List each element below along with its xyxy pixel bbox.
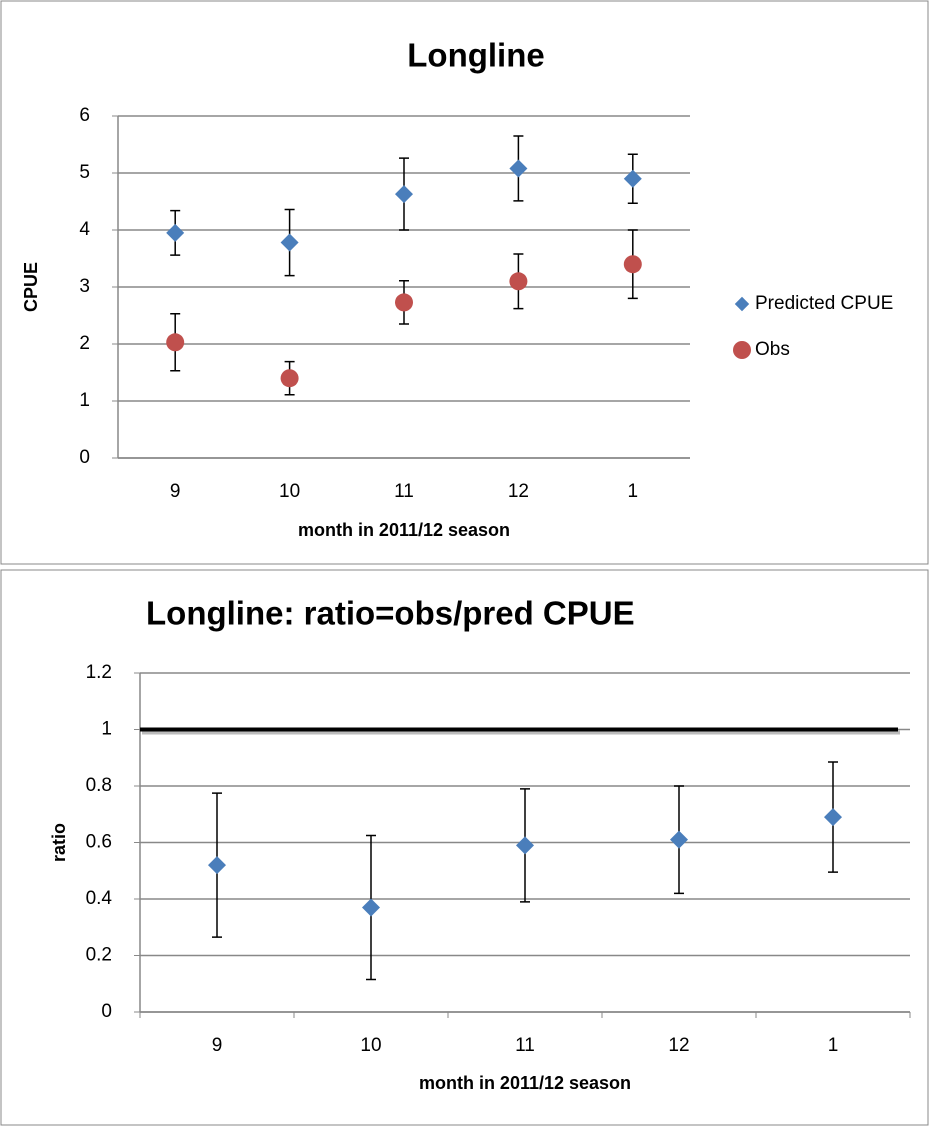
- y-tick-label: 0.8: [86, 775, 112, 796]
- y-axis-title: CPUE: [21, 262, 41, 312]
- x-tick-label: 9: [212, 1035, 223, 1056]
- point: [280, 369, 299, 388]
- y-tick-label: 3: [79, 276, 90, 297]
- legend-label: Predicted CPUE: [755, 293, 893, 314]
- point: [395, 185, 413, 204]
- y-tick-label: 1: [101, 719, 112, 740]
- point: [362, 898, 380, 917]
- point: [509, 272, 528, 291]
- y-tick-label: 0.4: [86, 888, 113, 909]
- point: [280, 233, 299, 252]
- chart-frame: [0, 569, 929, 1126]
- point: [623, 255, 642, 274]
- x-tick-label: 11: [515, 1035, 535, 1056]
- point: [166, 223, 185, 242]
- x-tick-label: 9: [170, 481, 181, 502]
- point: [824, 808, 842, 827]
- point: [395, 293, 413, 312]
- point: [670, 830, 688, 849]
- point: [509, 159, 528, 178]
- y-axis-title: ratio: [49, 823, 69, 862]
- y-tick-label: 0: [101, 1001, 112, 1022]
- y-tick-label: 6: [79, 105, 90, 126]
- y-tick-label: 5: [79, 162, 90, 183]
- x-tick-label: 12: [508, 481, 529, 502]
- x-tick-label: 1: [628, 481, 639, 502]
- point: [516, 836, 534, 855]
- y-tick-label: 0.2: [86, 945, 112, 966]
- legend-marker: [734, 296, 750, 312]
- y-tick-label: 1: [79, 390, 90, 411]
- point: [208, 856, 226, 875]
- chart-frame: [0, 0, 929, 565]
- x-tick-label: 11: [394, 481, 414, 502]
- x-tick-label: 1: [828, 1035, 839, 1056]
- x-axis-title: month in 2011/12 season: [298, 520, 510, 540]
- x-tick-label: 10: [279, 481, 300, 502]
- x-tick-label: 10: [360, 1035, 381, 1056]
- y-tick-label: 2: [79, 333, 90, 354]
- chart-title: Longline: ratio=obs/pred CPUE: [146, 595, 635, 632]
- point: [166, 333, 185, 352]
- y-tick-label: 0: [79, 447, 90, 468]
- y-tick-label: 4: [79, 219, 90, 240]
- legend-label: Obs: [755, 339, 790, 360]
- y-tick-label: 1.2: [86, 662, 112, 683]
- x-tick-label: 12: [668, 1035, 689, 1056]
- y-tick-label: 0.6: [86, 832, 112, 853]
- legend-marker: [733, 341, 751, 359]
- x-axis-title: month in 2011/12 season: [419, 1073, 631, 1093]
- chart-title: Longline: [407, 37, 544, 74]
- point: [623, 169, 642, 188]
